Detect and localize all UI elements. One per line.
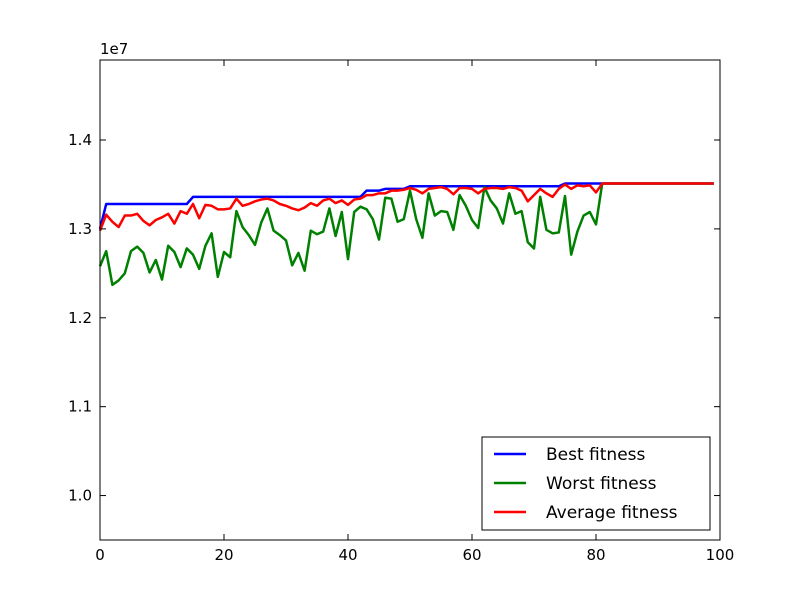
x-tick-label: 60 xyxy=(462,546,481,564)
y-tick-label: 1.2 xyxy=(68,309,92,327)
legend-label-1: Worst fitness xyxy=(546,474,657,494)
y-tick-label: 1.1 xyxy=(68,398,92,416)
series-layer xyxy=(98,182,714,287)
legend: Best fitness Worst fitness Average fitness xyxy=(481,436,711,531)
x-tick-label: 80 xyxy=(586,546,605,564)
y-tick-label: 1.3 xyxy=(68,220,92,238)
y-tick-label: 1.0 xyxy=(68,487,92,505)
series-line-2 xyxy=(98,182,714,232)
axis-ticks: 0 20 40 60 80 100 1.0 1.1 1.2 1.3 1.4 xyxy=(68,60,734,564)
plot-frame xyxy=(99,59,721,541)
x-tick-label: 40 xyxy=(338,546,357,564)
legend-label-2: Average fitness xyxy=(546,503,678,523)
y-tick-label: 1.4 xyxy=(68,131,92,149)
x-tick-label: 100 xyxy=(706,546,735,564)
x-tick-label: 0 xyxy=(95,546,105,564)
legend-label-0: Best fitness xyxy=(546,445,646,465)
x-tick-label: 20 xyxy=(214,546,233,564)
y-axis-offset-text: 1e7 xyxy=(100,40,128,58)
legend-items: Best fitness Worst fitness Average fitness xyxy=(494,445,678,523)
